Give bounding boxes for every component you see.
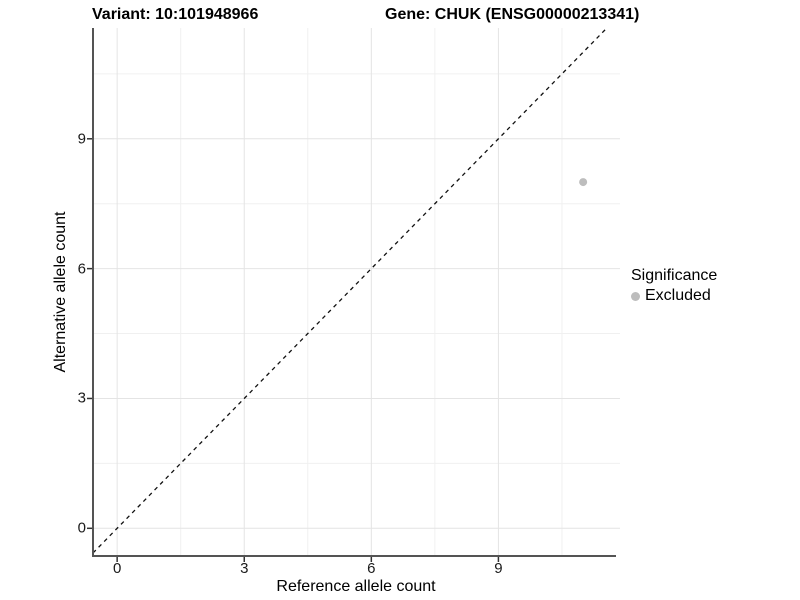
x-tick-label: 6 [367, 560, 376, 577]
y-tick-label: 9 [77, 130, 86, 148]
excluded-point-swatch-icon [631, 291, 640, 301]
y-tick-label: 6 [77, 260, 86, 278]
data-point [579, 178, 588, 187]
legend-item-excluded: Excluded [631, 287, 717, 305]
legend-title: Significance [631, 267, 718, 284]
legend: Significance Excluded [631, 267, 717, 305]
identity-dashed-line [92, 27, 608, 554]
x-axis-title: Reference allele count [276, 578, 436, 595]
x-tick-label: 0 [112, 560, 122, 577]
y-tick-label: 3 [77, 389, 86, 407]
legend-item-label: Excluded [645, 287, 711, 304]
x-tick-label: 3 [240, 560, 249, 577]
y-axis-title: Alternative allele count [52, 211, 69, 373]
variant-title: Variant: 10:101948966 [92, 6, 259, 23]
gene-title: Gene: CHUK (ENSG00000213341) [385, 6, 640, 23]
x-tick-label: 9 [494, 560, 503, 577]
y-tick-label: 0 [77, 519, 86, 537]
